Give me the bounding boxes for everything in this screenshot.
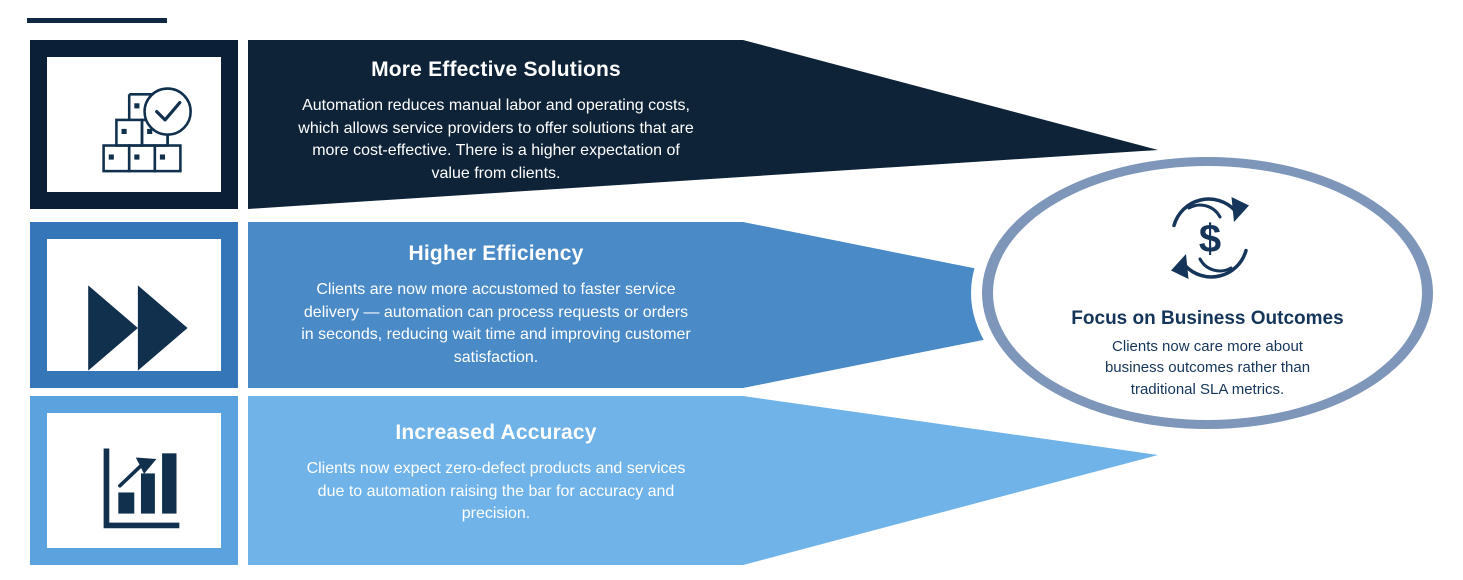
svg-text:$: $ [1199, 217, 1221, 261]
